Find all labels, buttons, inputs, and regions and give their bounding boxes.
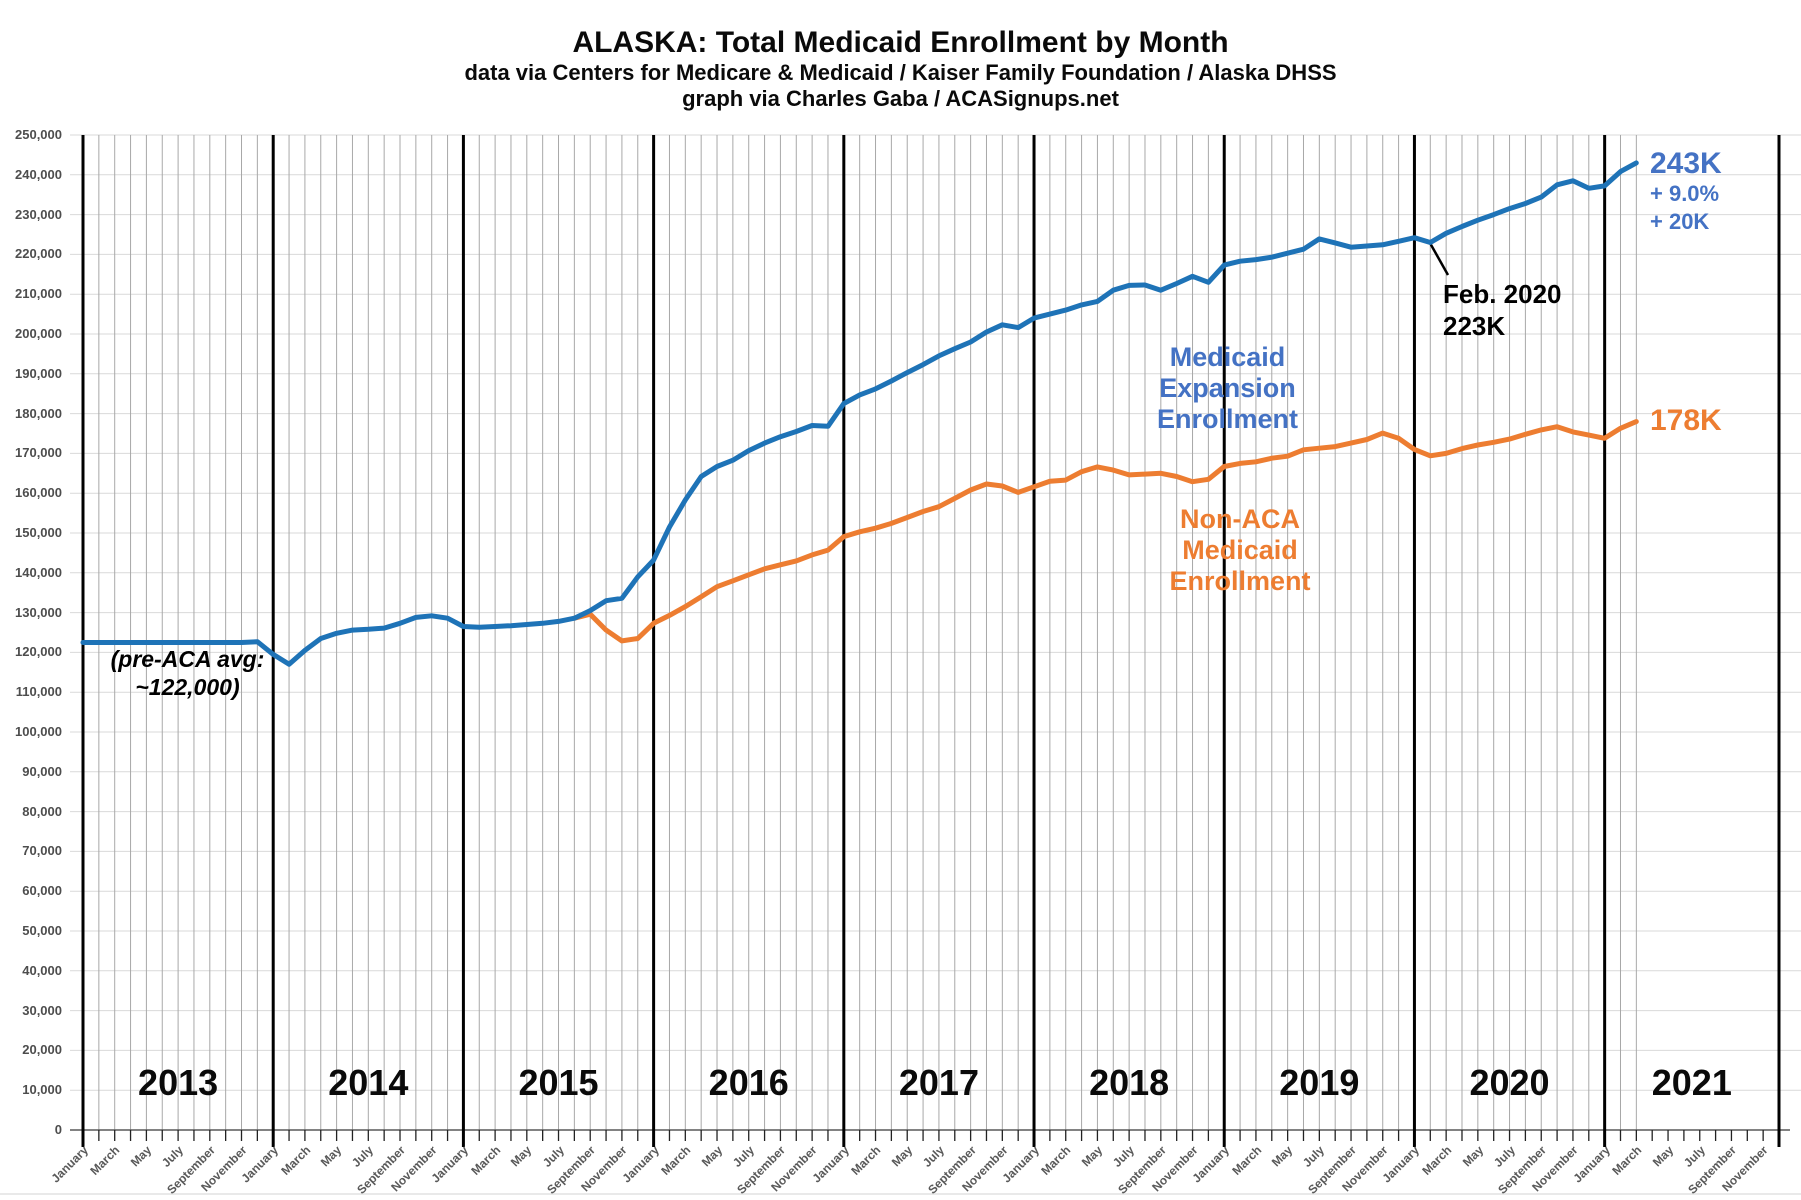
legend-expansion-line2: Enrollment [1156,404,1298,434]
y-axis-label: 100,000 [15,724,62,739]
year-label: 2019 [1279,1062,1360,1103]
end-label-total: 243K + 9.0% + 20K [1650,148,1722,236]
legend-nonaca-line1: Non-ACA [1180,504,1300,534]
annotation-pre-aca-line1: (pre-ACA avg: [110,646,265,672]
legend-expansion-line1: Medicaid Expansion [1159,342,1296,403]
year-label: 2018 [1089,1062,1170,1103]
y-axis-label: 170,000 [15,445,62,461]
year-label: 2021 [1651,1062,1732,1103]
annotation-pre-aca-line2: ~122,000) [135,674,240,700]
y-axis-label: 70,000 [22,843,62,859]
y-axis-label: 200,000 [15,326,62,341]
y-axis-label: 240,000 [15,166,62,182]
chart-subtitle-source: data via Centers for Medicare & Medicaid… [464,60,1337,85]
y-axis-label: 250,000 [15,127,62,142]
y-axis-label: 220,000 [15,246,62,262]
y-axis-label: 140,000 [15,564,62,580]
legend-expansion: Medicaid Expansion Enrollment [1100,342,1355,435]
y-axis-label: 210,000 [15,286,62,302]
end-label-nonaca: 178K [1650,405,1722,437]
y-axis-label: 0 [54,1122,62,1137]
y-axis-label: 180,000 [15,405,62,421]
y-axis-label: 160,000 [15,485,62,501]
year-label: 2016 [708,1062,789,1103]
y-axis-label: 150,000 [15,525,62,540]
y-axis-label: 60,000 [22,883,62,899]
y-axis-label: 10,000 [22,1082,62,1098]
y-axis-label: 50,000 [22,923,62,938]
legend-nonaca-line2: Medicaid Enrollment [1169,535,1311,596]
year-label: 2020 [1469,1062,1550,1103]
end-label-total-pct: + 9.0% [1650,181,1720,206]
annotation-pre-aca: (pre-ACA avg: ~122,000) [105,645,270,701]
y-axis-label: 230,000 [15,206,62,222]
year-label: 2017 [898,1062,979,1103]
legend-nonaca: Non-ACA Medicaid Enrollment [1110,504,1370,597]
y-axis-label: 90,000 [22,763,62,779]
y-axis-label: 190,000 [15,365,62,381]
year-label: 2013 [138,1062,219,1103]
end-label-total-value: 243K [1650,147,1722,180]
year-label: 2014 [328,1062,409,1103]
chart-header: ALASKA: Total Medicaid Enrollment by Mon… [0,26,1801,112]
y-axis-label: 40,000 [22,962,62,978]
annotation-feb2020: Feb. 2020 223K [1443,278,1562,342]
y-axis-label: 130,000 [15,604,62,620]
chart-title: ALASKA: Total Medicaid Enrollment by Mon… [572,26,1229,59]
y-axis-label: 30,000 [22,1002,62,1018]
annotation-feb2020-line1: Feb. 2020 [1443,279,1562,309]
end-label-nonaca-value: 178K [1650,404,1722,437]
y-axis-label: 120,000 [15,644,62,660]
y-axis-label: 80,000 [22,803,62,819]
annotation-feb2020-line2: 223K [1443,311,1506,341]
end-label-total-abs: + 20K [1650,209,1710,234]
y-axis-label: 20,000 [22,1042,62,1058]
year-label: 2015 [518,1062,599,1103]
chart-subtitle-credit: graph via Charles Gaba / ACASignups.net [682,86,1119,111]
y-axis-label: 110,000 [15,684,62,700]
